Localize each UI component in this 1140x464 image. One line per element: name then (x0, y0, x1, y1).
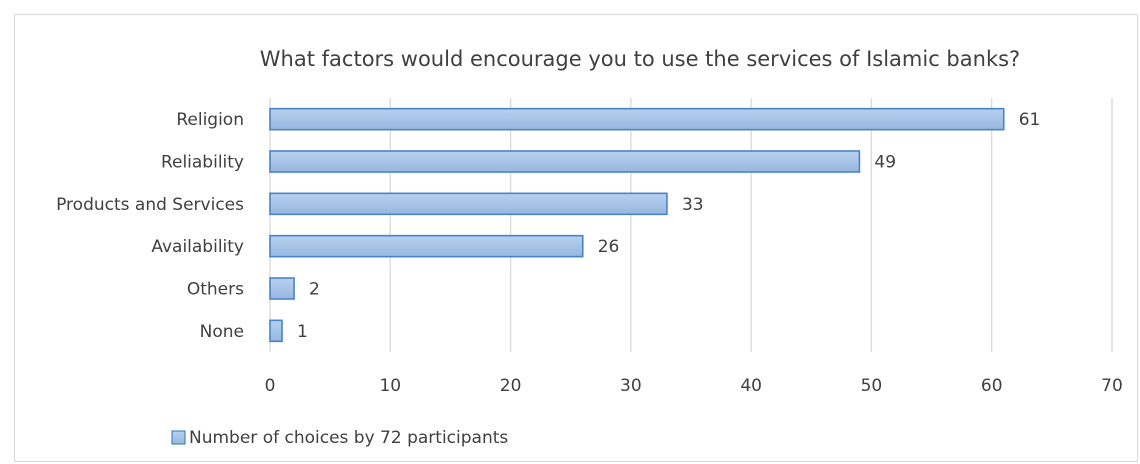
x-tick-label: 10 (379, 376, 401, 396)
category-label: None (200, 322, 244, 342)
category-label: Religion (176, 110, 244, 130)
data-label: 61 (1019, 110, 1041, 130)
bars (269, 107, 1005, 343)
x-tick-label: 60 (981, 376, 1003, 396)
gridlines (269, 98, 1113, 352)
bar (269, 150, 861, 173)
data-label: 49 (874, 153, 896, 173)
legend-label: Number of choices by 72 participants (189, 428, 508, 448)
data-labels: 61 49 33 26 2 1 (297, 110, 1040, 342)
category-label: Reliability (161, 153, 244, 173)
bar (269, 107, 1005, 131)
legend: Number of choices by 72 participants (171, 428, 508, 448)
x-tick-label: 50 (861, 376, 883, 396)
legend-swatch (171, 430, 186, 445)
x-tick-label: 70 (1101, 376, 1123, 396)
x-tick-label: 40 (740, 376, 762, 396)
data-label: 33 (682, 195, 704, 215)
data-label: 1 (297, 322, 308, 342)
category-label: Others (187, 280, 244, 300)
chart-title: What factors would encourage you to use … (260, 47, 1020, 71)
category-label: Availability (151, 237, 244, 257)
bar (269, 277, 295, 300)
x-axis-ticks: 0 10 20 30 40 50 60 70 (265, 376, 1123, 396)
x-tick-label: 0 (265, 376, 276, 396)
bar (269, 234, 584, 258)
category-labels: Religion Reliability Products and Services… (56, 110, 244, 342)
bar (269, 319, 283, 343)
x-tick-label: 30 (620, 376, 642, 396)
data-label: 2 (309, 280, 320, 300)
x-tick-label: 20 (500, 376, 522, 396)
bar (269, 192, 668, 216)
data-label: 26 (598, 237, 620, 257)
category-label: Products and Services (56, 195, 244, 215)
